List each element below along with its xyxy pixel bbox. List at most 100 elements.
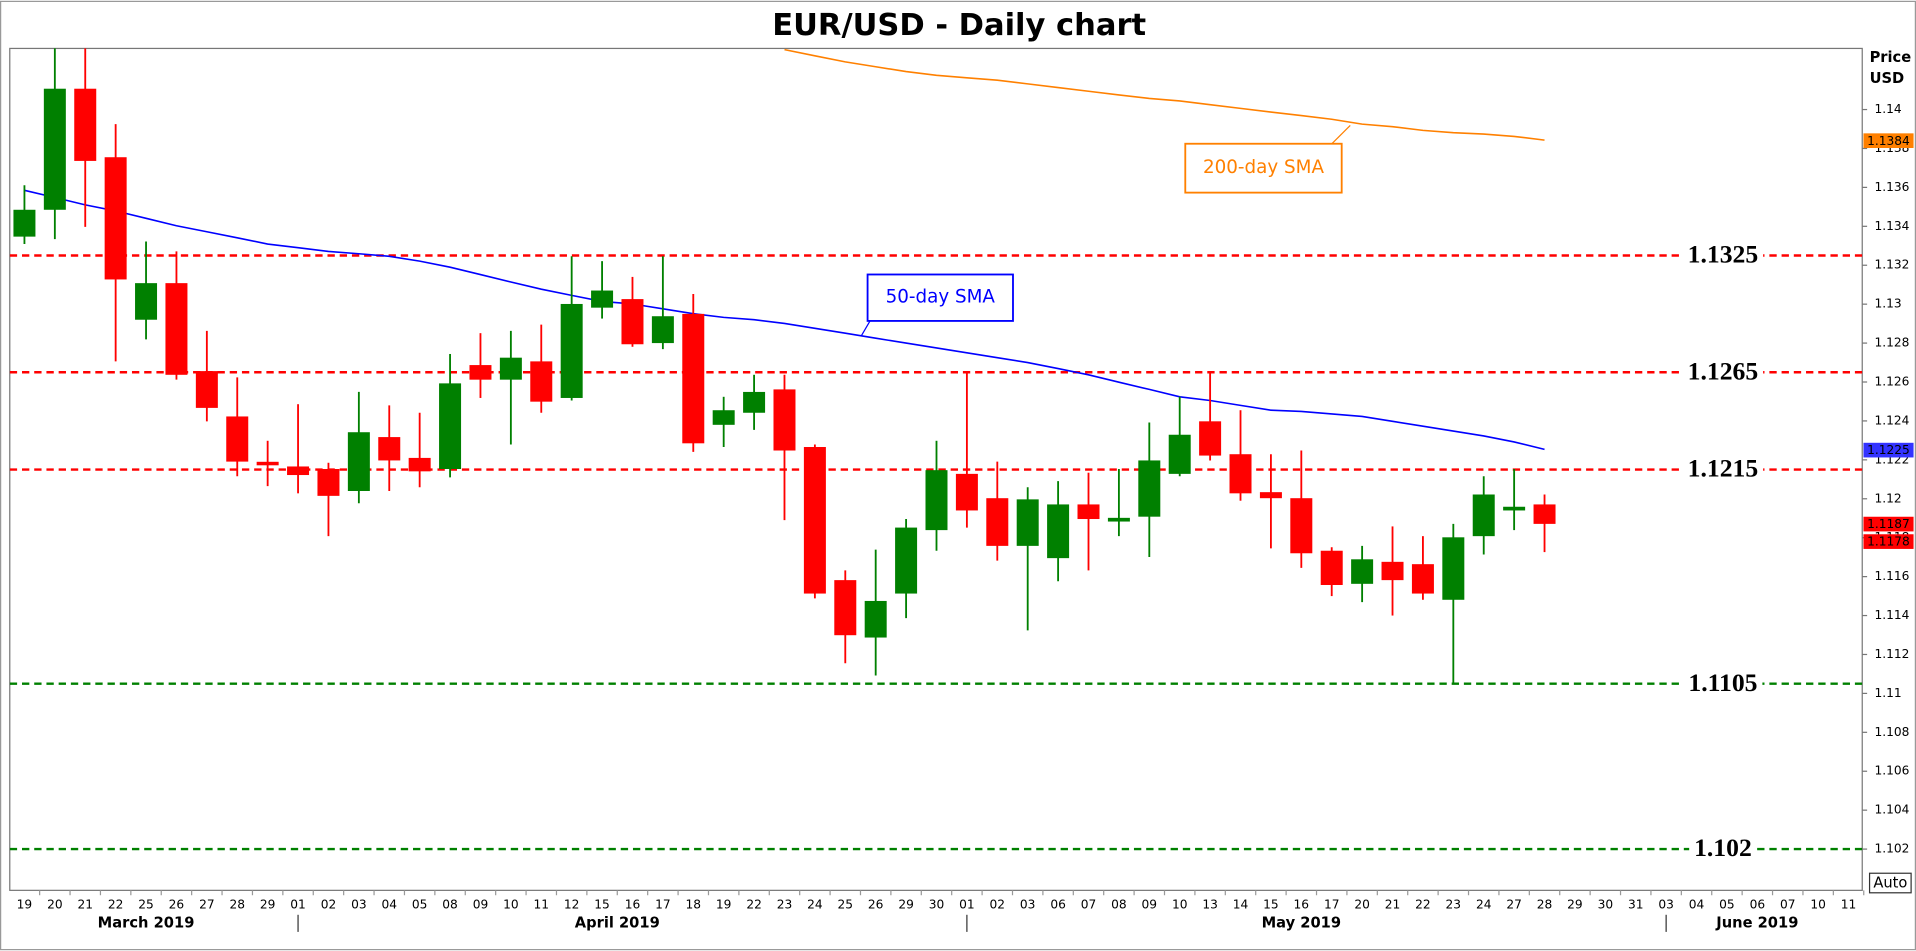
x-tick-label: 20 — [47, 898, 63, 912]
level-label-bg — [1682, 239, 1764, 269]
auto-button[interactable] — [1868, 872, 1912, 894]
candle-body — [43, 88, 66, 210]
y-tick-label: 1.11 — [1874, 686, 1901, 700]
month-label: May 2019 — [1262, 914, 1341, 931]
x-tick-label: 13 — [1202, 898, 1218, 912]
candle-body — [1107, 517, 1130, 522]
candle-body — [439, 383, 462, 470]
y-tick-label: 1.13 — [1874, 297, 1901, 311]
x-tick-label: 26 — [868, 898, 884, 912]
candle-body — [13, 209, 36, 237]
x-tick-label: 04 — [1689, 898, 1705, 912]
x-tick-label: 10 — [1810, 898, 1826, 912]
x-tick-label: 10 — [503, 898, 519, 912]
candle-body — [287, 466, 310, 476]
x-tick-label: 02 — [321, 898, 337, 912]
candle-body — [955, 473, 978, 511]
x-tick-label: 11 — [534, 898, 550, 912]
price-tag-label: 1.1178 — [1867, 535, 1910, 549]
x-tick-label: 19 — [716, 898, 732, 912]
y-tick-label: 1.14 — [1874, 102, 1901, 116]
candle-body — [1259, 492, 1282, 499]
x-tick-label: 29 — [260, 898, 276, 912]
level-label: 1.1325 — [1688, 240, 1759, 269]
x-tick-label: 31 — [1628, 898, 1644, 912]
candle-body — [1472, 494, 1495, 537]
candle-body — [621, 299, 644, 345]
y-tick-label: 1.136 — [1874, 180, 1909, 194]
x-tick-label: 01 — [290, 898, 306, 912]
candle-body — [1503, 506, 1526, 511]
x-tick-label: 11 — [1841, 898, 1857, 912]
x-tick-label: 21 — [77, 898, 93, 912]
candle-body — [226, 416, 249, 462]
candle-body — [986, 498, 1009, 546]
level-label: 1.1105 — [1688, 668, 1757, 697]
candle-body — [591, 290, 614, 308]
x-tick-label: 25 — [838, 898, 854, 912]
candle-body — [1351, 559, 1374, 584]
x-tick-label: 07 — [1780, 898, 1796, 912]
chart-title: EUR/USD - Daily chart — [772, 8, 1146, 43]
x-tick-label: 19 — [17, 898, 33, 912]
annotation-box — [1184, 142, 1343, 194]
annotation-label: 50-day SMA — [886, 287, 996, 308]
candle-body — [74, 88, 97, 161]
candle-body — [773, 389, 796, 451]
plot-content — [9, 48, 1863, 851]
y-tick-label: 1.124 — [1874, 413, 1909, 427]
price-tag-label: 1.1225 — [1867, 443, 1910, 457]
x-tick-label: 24 — [1476, 898, 1492, 912]
x-tick-label: 22 — [108, 898, 124, 912]
x-tick-label: 27 — [199, 898, 215, 912]
y-tick-label: 1.132 — [1874, 258, 1909, 272]
y-tick-label: 1.126 — [1874, 375, 1909, 389]
y-tick-label: 1.12 — [1874, 491, 1901, 505]
x-tick-label: 29 — [1567, 898, 1583, 912]
auto-button-label[interactable]: Auto — [1873, 875, 1907, 892]
y-axis-label: USD — [1870, 70, 1905, 87]
price-tag — [1863, 133, 1914, 149]
x-tick-label: 03 — [1658, 898, 1674, 912]
y-tick-label: 1.128 — [1874, 336, 1909, 350]
annotation-pointer — [1331, 124, 1351, 145]
candle-body — [803, 447, 826, 594]
candle-body — [1442, 537, 1465, 600]
x-tick-label: 27 — [1506, 898, 1522, 912]
candle-body — [469, 365, 492, 380]
x-tick-label: 30 — [929, 898, 945, 912]
x-tick-label: 07 — [1081, 898, 1097, 912]
price-tag — [1863, 516, 1914, 532]
x-tick-label: 06 — [1750, 898, 1766, 912]
candle-body — [925, 470, 948, 531]
x-tick-label: 04 — [381, 898, 397, 912]
x-tick-label: 15 — [594, 898, 610, 912]
x-tick-label: 03 — [1020, 898, 1036, 912]
level-label: 1.1215 — [1688, 454, 1759, 483]
x-tick-label: 22 — [1415, 898, 1431, 912]
sma-line — [784, 48, 1545, 141]
annotation-label: 200-day SMA — [1203, 157, 1324, 178]
candle-body — [1320, 550, 1343, 585]
y-axis-label: Price — [1870, 49, 1912, 66]
x-tick-label: 28 — [229, 898, 245, 912]
x-tick-label: 29 — [898, 898, 914, 912]
x-tick-label: 12 — [564, 898, 580, 912]
x-tick-label: 18 — [686, 898, 702, 912]
y-tick-label: 1.134 — [1874, 219, 1909, 233]
candle-body — [1199, 421, 1222, 456]
x-tick-label: 15 — [1263, 898, 1279, 912]
x-tick-label: 09 — [473, 898, 489, 912]
level-label: 1.102 — [1694, 833, 1752, 862]
annotation-pointer — [860, 320, 871, 336]
level-label-bg — [1682, 356, 1764, 386]
x-tick-label: 06 — [1050, 898, 1066, 912]
candle-body — [347, 432, 370, 491]
candle-body — [1533, 504, 1556, 524]
y-tick-label: 1.102 — [1874, 842, 1909, 856]
x-tick-label: 17 — [1324, 898, 1340, 912]
x-tick-label: 23 — [1446, 898, 1462, 912]
x-tick-label: 24 — [807, 898, 823, 912]
x-tick-label: 10 — [1172, 898, 1188, 912]
